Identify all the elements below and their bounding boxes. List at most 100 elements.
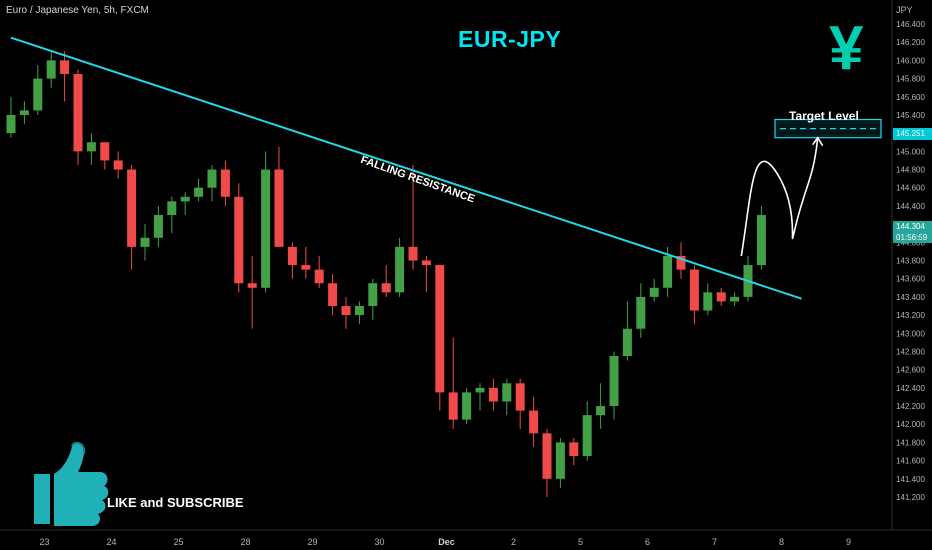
target-level-label: Target Level — [789, 109, 859, 123]
bear-candle — [328, 283, 338, 306]
bull-candle — [354, 305, 364, 316]
falling-resistance-line — [10, 36, 802, 300]
bull-candle — [609, 356, 619, 407]
price-tick-label: 143.000 — [896, 329, 925, 338]
bull-candle — [19, 110, 29, 115]
bull-candle — [475, 387, 485, 393]
time-tick-label: 30 — [374, 537, 384, 547]
time-tick-label: 6 — [645, 537, 650, 547]
projection-arrowhead — [812, 136, 824, 147]
price-tick-label: 141.200 — [896, 493, 925, 502]
bull-candle — [6, 114, 16, 134]
price-tick-label: 143.400 — [896, 293, 925, 302]
time-tick-label: 24 — [106, 537, 116, 547]
symbol-info: Euro / Japanese Yen, 5h, FXCM — [6, 5, 149, 16]
bull-candle — [502, 383, 512, 402]
bear-candle — [100, 142, 110, 161]
bear-candle — [448, 392, 458, 420]
price-tick-label: 144.400 — [896, 202, 925, 211]
price-tick-label: 141.600 — [896, 457, 925, 466]
bear-candle — [676, 255, 686, 270]
chart-title: EUR-JPY — [458, 26, 562, 52]
bull-candle — [207, 169, 217, 188]
bear-candle — [287, 246, 297, 266]
thumbs-up-icon — [34, 441, 109, 526]
price-tick-label: 143.200 — [896, 311, 925, 320]
bear-candle — [247, 283, 257, 288]
bull-candle — [596, 406, 606, 416]
time-tick-label: 7 — [712, 537, 717, 547]
bull-candle — [140, 237, 150, 247]
bear-candle — [381, 283, 391, 293]
bear-candle — [529, 410, 539, 434]
bull-candle — [167, 201, 177, 216]
price-tick-label: 142.000 — [896, 420, 925, 429]
price-tick-label: 146.200 — [896, 38, 925, 47]
bull-candle — [730, 296, 740, 302]
bull-candle — [663, 255, 673, 288]
price-tick-label: 142.400 — [896, 384, 925, 393]
target-zone-box — [774, 118, 882, 139]
price-tick-label: 146.400 — [896, 20, 925, 29]
bear-candle — [569, 442, 579, 457]
bear-candle — [301, 265, 311, 270]
price-tick-label: 142.600 — [896, 366, 925, 375]
price-tick-label: 141.400 — [896, 475, 925, 484]
projection-path — [740, 137, 819, 257]
bear-candle — [234, 196, 244, 284]
bear-candle — [127, 169, 137, 247]
bear-candle — [274, 169, 284, 247]
price-tick-label: 145.600 — [896, 93, 925, 102]
time-tick-label: 25 — [173, 537, 183, 547]
time-tick-label: 29 — [307, 537, 317, 547]
price-tick-label: 145.400 — [896, 111, 925, 120]
bull-candle — [46, 60, 56, 79]
price-tick-label: 145.800 — [896, 75, 925, 84]
bull-candle — [703, 292, 713, 311]
bull-candle — [33, 78, 43, 111]
bull-candle — [153, 215, 163, 238]
time-tick-label: 9 — [846, 537, 851, 547]
trendline-group — [10, 36, 882, 300]
bull-candle — [462, 392, 472, 420]
bull-candle — [395, 246, 405, 293]
bear-candle — [73, 74, 83, 152]
last-price-value: 144.304 — [896, 222, 925, 231]
price-tick-label: 144.800 — [896, 166, 925, 175]
time-tick-label: 23 — [39, 537, 49, 547]
bear-candle — [421, 260, 431, 266]
candles-group — [6, 51, 766, 497]
time-tick-label: 28 — [240, 537, 250, 547]
bear-candle — [408, 246, 418, 261]
time-tick-label: 8 — [779, 537, 784, 547]
bear-candle — [113, 160, 123, 170]
bear-candle — [515, 383, 525, 411]
bear-candle — [689, 269, 699, 311]
bull-candle — [756, 215, 766, 266]
bear-candle — [435, 265, 445, 393]
bull-candle — [636, 296, 646, 329]
bull-candle — [180, 196, 190, 202]
currency-unit: JPY — [896, 5, 913, 15]
bull-candle — [622, 328, 632, 357]
price-tick-label: 144.600 — [896, 184, 925, 193]
yen-icon: ¥ — [829, 14, 864, 83]
bull-candle — [86, 142, 96, 152]
bear-candle — [716, 292, 726, 302]
bear-candle — [220, 169, 230, 197]
last-price-tag: 144.304 01:56:59 — [893, 221, 932, 243]
price-tick-label: 141.800 — [896, 438, 925, 447]
bar-countdown: 01:56:59 — [896, 233, 928, 242]
price-tick-label: 143.600 — [896, 275, 925, 284]
price-tick-label: 146.000 — [896, 56, 925, 65]
bear-candle — [542, 433, 552, 479]
target-price-tag: 145.251 — [893, 128, 932, 140]
bull-candle — [261, 169, 271, 288]
price-tick-label: 142.800 — [896, 347, 925, 356]
price-tick-label: 142.200 — [896, 402, 925, 411]
price-tick-label: 145.000 — [896, 147, 925, 156]
bull-candle — [649, 287, 659, 297]
like-subscribe-text: LIKE and SUBSCRIBE — [107, 495, 244, 510]
